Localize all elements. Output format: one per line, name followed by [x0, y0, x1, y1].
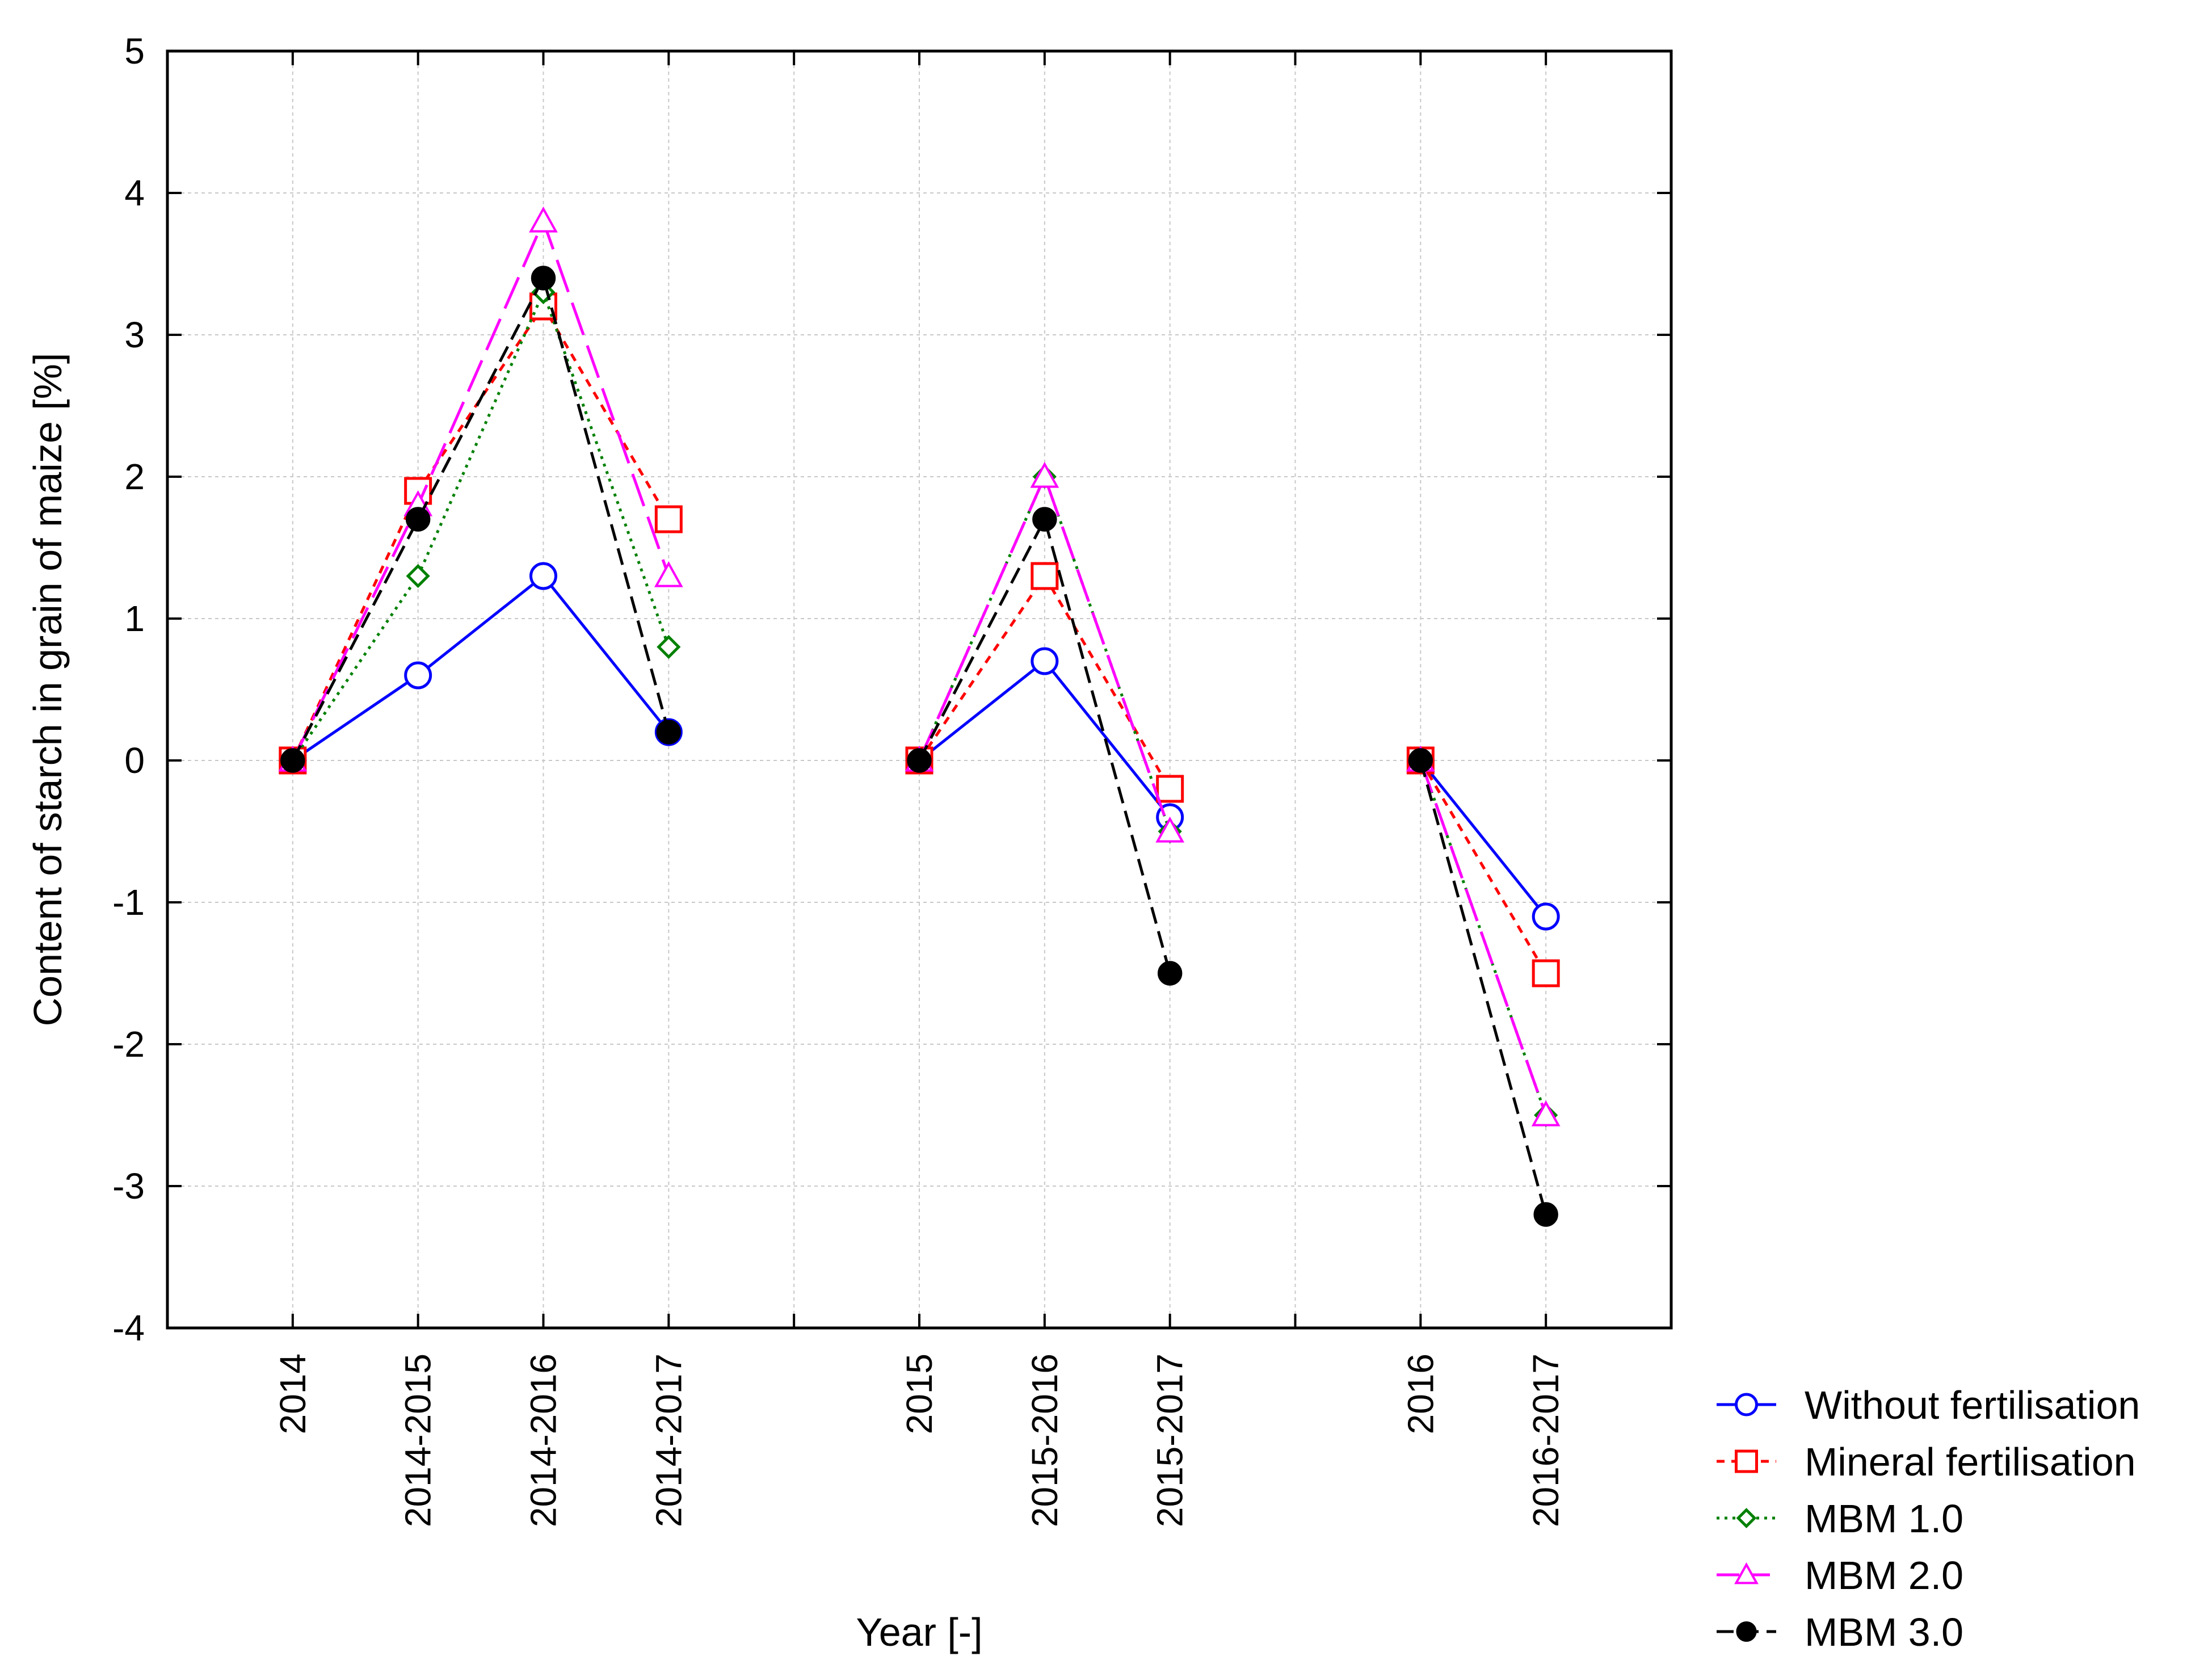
legend-item: MBM 2.0: [1717, 1553, 1963, 1598]
legend: Without fertilisation Mineral fertilisati…: [1717, 1383, 2140, 1654]
x-tick-label: 2014-2015: [398, 1353, 439, 1527]
data-point: [1157, 961, 1183, 986]
data-point: [1031, 647, 1059, 675]
legend-label: Mineral fertilisation: [1805, 1440, 2136, 1484]
series-line: [291, 305, 670, 762]
x-tick-label: 2014-2017: [648, 1353, 689, 1527]
data-point: [1156, 775, 1184, 803]
series-line: [291, 291, 670, 762]
grid-lines: [167, 51, 1671, 1328]
data-point: [654, 561, 683, 587]
legend-label: MBM 1.0: [1805, 1497, 1963, 1541]
series-line: [1419, 760, 1547, 1215]
legend-label: MBM 3.0: [1805, 1610, 1963, 1654]
legend-item: MBM 3.0: [1717, 1610, 1963, 1654]
data-point: [1155, 816, 1185, 843]
y-tick-label: -2: [112, 1024, 145, 1065]
data-point: [280, 748, 305, 773]
series-line: [291, 276, 670, 762]
data-point: [654, 505, 683, 533]
x-tick-label: 2014: [272, 1353, 313, 1434]
y-tick-label: 1: [124, 598, 145, 639]
series-line: [918, 574, 1171, 790]
y-tick-label: 5: [124, 31, 145, 72]
data-point: [1533, 1202, 1558, 1227]
data-point: [529, 206, 558, 233]
x-axis-title: Year [-]: [856, 1610, 982, 1654]
data-point: [1532, 959, 1560, 987]
series-line: [292, 574, 670, 762]
legend-label: MBM 2.0: [1805, 1553, 1963, 1598]
data-point: [656, 720, 682, 745]
data-point: [531, 266, 556, 291]
series-line: [918, 518, 1172, 974]
series-line: [1419, 760, 1547, 1116]
data-point: [529, 562, 557, 590]
x-tick-label: 2016-2017: [1525, 1353, 1566, 1527]
data-point: [1032, 507, 1057, 532]
data-point: [1408, 748, 1433, 773]
legend-item: Without fertilisation: [1717, 1383, 2140, 1427]
legend-marker: [1734, 1562, 1759, 1584]
data-point: [1532, 902, 1560, 931]
legend-marker: [1735, 1393, 1758, 1416]
data-point: [1031, 562, 1059, 590]
x-tick-label: 2014-2016: [523, 1353, 564, 1527]
y-tick-label: 2: [124, 456, 145, 497]
series-line: [291, 220, 670, 762]
legend-marker: [1735, 1449, 1758, 1473]
legend-marker: [1736, 1508, 1757, 1528]
y-tick-label: 4: [124, 173, 145, 213]
legend-item: MBM 1.0: [1717, 1497, 1963, 1541]
legend-item: Mineral fertilisation: [1717, 1440, 2136, 1484]
data-point: [405, 507, 431, 532]
data-point: [657, 634, 681, 659]
y-tick-label: -4: [112, 1308, 145, 1348]
y-axis-title: Content of starch in grain of maize [%]: [26, 353, 70, 1027]
y-axis-ticks: -4 -3 -2 -1 0 1 2 3 4 5: [112, 31, 1671, 1348]
y-tick-label: -3: [112, 1166, 145, 1207]
data-point: [404, 661, 432, 690]
x-tick-label: 2015-2016: [1024, 1353, 1065, 1527]
data-point: [406, 564, 430, 589]
data-point: [1030, 461, 1059, 488]
legend-label: Without fertilisation: [1805, 1383, 2140, 1427]
series-line: [1419, 759, 1547, 918]
series-line: [1419, 759, 1547, 974]
data-point: [907, 748, 932, 773]
series-layer: [278, 206, 1561, 1227]
series-mbm-3-0: [280, 266, 1558, 1227]
legend-marker: [1736, 1621, 1757, 1642]
y-tick-label: 3: [124, 314, 145, 355]
series-line: [918, 475, 1172, 832]
x-tick-label: 2015: [899, 1353, 940, 1434]
y-tick-label: 0: [124, 740, 145, 781]
x-axis-ticks: 2014 2014-2015 2014-2016 2014-2017 2015 2015-…: [272, 51, 1566, 1527]
x-tick-label: 2016: [1400, 1353, 1441, 1434]
y-tick-label: -1: [112, 882, 145, 923]
data-point: [1531, 1100, 1561, 1126]
x-tick-label: 2015-2017: [1150, 1353, 1191, 1527]
